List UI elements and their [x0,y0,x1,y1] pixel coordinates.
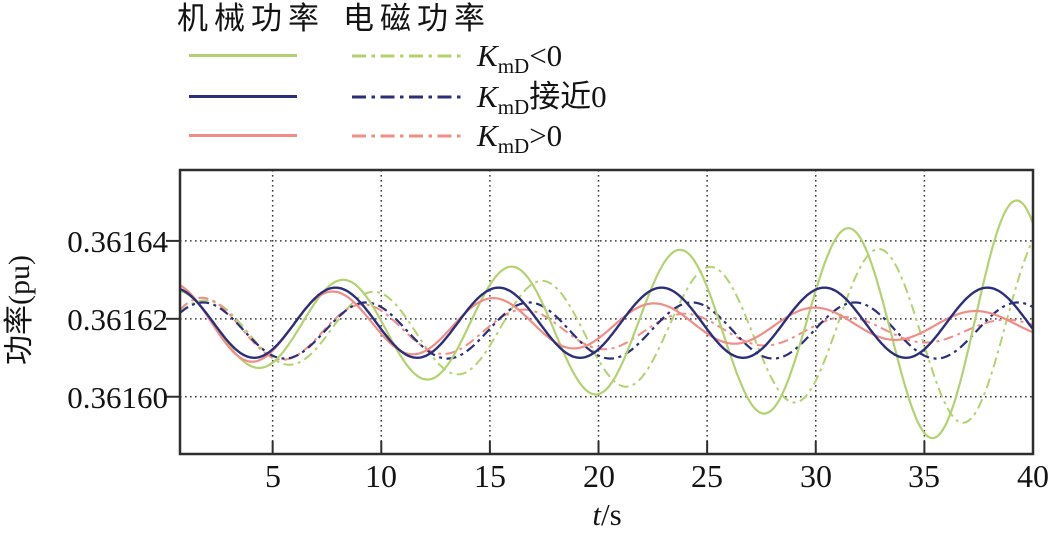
legend-label-kmd-near-zero: KmD接近0 [477,77,607,120]
legend-dashdot-sample-1 [352,95,462,99]
kmd-symbol: K [477,118,498,153]
curve-mech-kmd-positive [179,284,1034,363]
legend-solid-sample-2 [189,134,297,137]
kmd-subscript: mD [497,95,530,120]
kmd-subscript: mD [497,54,530,79]
x-axis-title: t/s [507,496,707,534]
legend-solid-sample-0 [189,54,297,57]
curve-em-kmd-positive [179,296,1033,361]
legend-header-mechanical-power: 机械功率 [177,1,325,36]
x-axis-unit: /s [600,497,622,532]
legend-solid-sample-1 [189,95,297,98]
x-tick-label: 15 [474,458,506,494]
x-tick-label: 40 [1017,458,1049,494]
kmd-symbol: K [477,38,498,73]
x-tick-label: 30 [800,458,832,494]
legend-label-kmd-positive: KmD>0 [477,116,563,159]
x-tick-label: 25 [691,458,723,494]
curve-em-kmd-near-zero [179,301,1034,360]
x-tick-label: 5 [265,458,281,494]
kmd-condition: >0 [529,118,563,153]
kmd-condition: <0 [529,38,563,73]
y-tick-label: 0.36164 [67,224,168,259]
y-tick-label: 0.36160 [67,380,168,415]
curve-mech-kmd-near-zero [179,286,1034,359]
legend-dashdot-sample-0 [352,54,462,58]
legend-header-electromagnetic-power: 电磁功率 [343,1,491,36]
kmd-symbol: K [477,79,498,114]
curve-em-kmd-negative [179,240,1034,424]
kmd-subscript: mD [497,134,530,159]
plot-border [178,168,1035,456]
y-axis-title: 功率(pu) [3,255,36,365]
x-axis-variable: t [592,497,601,532]
y-tick-label: 0.36162 [67,302,168,337]
legend-label-kmd-negative: KmD<0 [477,36,563,79]
x-tick-label: 10 [365,458,397,494]
x-tick-label: 35 [908,458,940,494]
kmd-condition: 接近0 [529,79,607,114]
legend-dashdot-sample-2 [352,134,462,138]
x-tick-label: 20 [583,458,615,494]
